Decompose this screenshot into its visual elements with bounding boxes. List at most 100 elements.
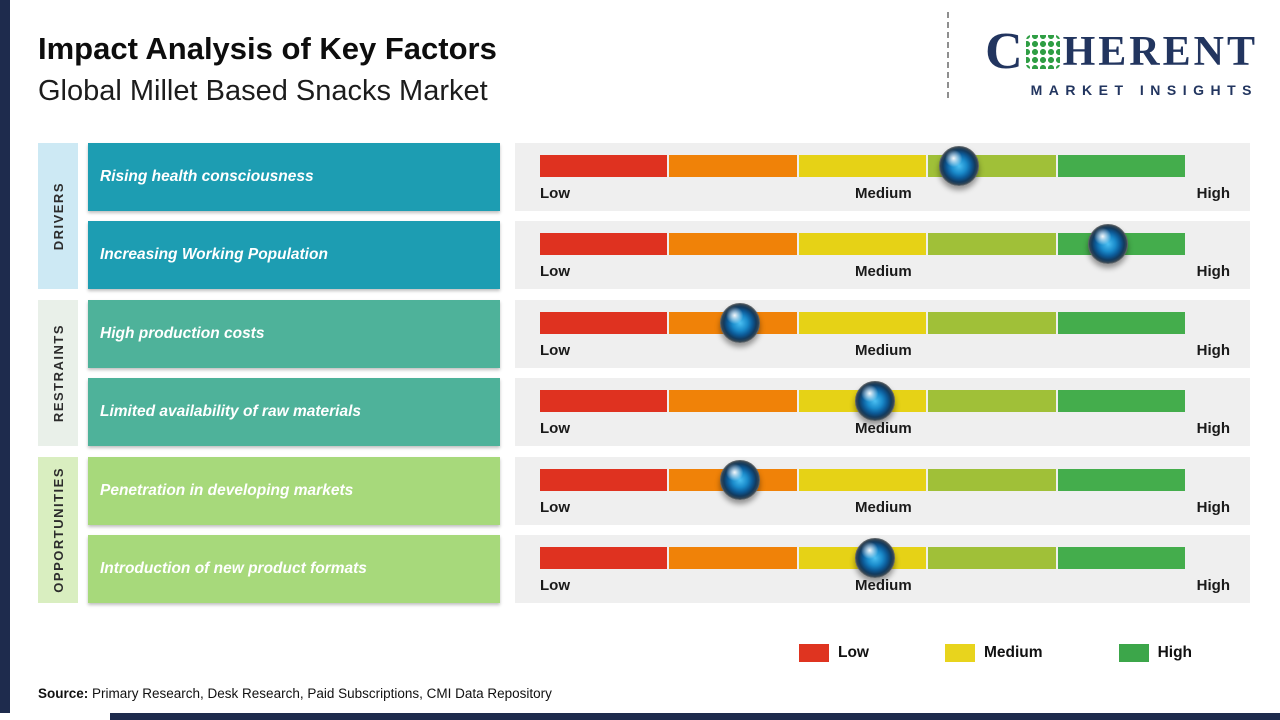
scale-segment-low-medium [669, 155, 797, 177]
impact-scale-bar [540, 460, 1186, 500]
legend-label-low: Low [838, 644, 869, 661]
factor-row: Limited availability of raw materials Lo… [88, 378, 1250, 446]
scale-segment-medium [798, 233, 927, 255]
factor-row: Increasing Working Population Low [88, 221, 1250, 289]
impact-scale-bar [540, 146, 1186, 186]
tick-medium: Medium [855, 263, 912, 280]
factor-box: Rising health consciousness [88, 143, 500, 211]
coherent-logo: C HERENT MARKET INSIGHTS [985, 26, 1258, 99]
scale-segment-low [540, 469, 668, 491]
logo-o-mosaic-icon [1025, 35, 1060, 69]
scale-tick-labels: Low Medium High [540, 342, 1230, 359]
scale-segment-low [540, 233, 668, 255]
category-label-drivers: DRIVERS [38, 143, 78, 289]
scale-segment-high [1057, 155, 1186, 177]
legend-swatch-low [799, 644, 829, 662]
impact-marker [719, 303, 760, 343]
legend-item-low: Low [799, 644, 869, 662]
tick-high: High [1196, 420, 1230, 437]
impact-scale-bar [540, 381, 1186, 421]
header: Impact Analysis of Key Factors Global Mi… [38, 31, 497, 108]
scale-segment-medium-high [928, 312, 1056, 334]
tick-medium: Medium [855, 185, 912, 202]
scale-segment-medium-high [928, 390, 1056, 412]
tick-low: Low [540, 577, 570, 594]
legend-item-medium: Medium [945, 644, 1043, 662]
scale-segment-low-medium [669, 390, 797, 412]
factor-box: Introduction of new product formats [88, 535, 500, 603]
scale-segment-high [1057, 312, 1186, 334]
legend: Low Medium High [799, 644, 1192, 662]
impact-marker [855, 381, 896, 421]
group-opportunities: OPPORTUNITIES Penetration in developing … [38, 457, 1250, 603]
scale-segment-low [540, 155, 668, 177]
scale-tick-labels: Low Medium High [540, 263, 1230, 280]
tick-medium: Medium [855, 499, 912, 516]
left-accent-strip [0, 0, 10, 713]
tick-high: High [1196, 577, 1230, 594]
scale-tick-labels: Low Medium High [540, 420, 1230, 437]
scale-tick-labels: Low Medium High [540, 577, 1230, 594]
logo-letters-herent: HERENT [1062, 29, 1258, 75]
factor-row: Rising health consciousness Low [88, 143, 1250, 211]
legend-swatch-medium [945, 644, 975, 662]
legend-label-high: High [1157, 644, 1192, 661]
impact-analysis-chart: DRIVERS Rising health consciousness [38, 143, 1250, 614]
group-drivers: DRIVERS Rising health consciousness [38, 143, 1250, 289]
impact-marker [1087, 224, 1128, 264]
tick-medium: Medium [855, 577, 912, 594]
source-text: Primary Research, Desk Research, Paid Su… [88, 686, 552, 701]
scale-segment-medium [798, 312, 927, 334]
logo-wordmark: C HERENT [985, 26, 1258, 78]
factor-row: Penetration in developing markets Low [88, 457, 1250, 525]
factor-box: Penetration in developing markets [88, 457, 500, 525]
scale-segment-medium-high [928, 469, 1056, 491]
impact-scale: Low Medium High [515, 378, 1250, 446]
bottom-accent-strip [110, 713, 1280, 720]
impact-scale: Low Medium High [515, 221, 1250, 289]
impact-marker [855, 538, 896, 578]
logo-divider-dashed-line [947, 12, 949, 98]
tick-medium: Medium [855, 342, 912, 359]
scale-segment-low-medium [669, 233, 797, 255]
scale-segment-low [540, 390, 668, 412]
legend-label-medium: Medium [984, 644, 1043, 661]
factor-box: Limited availability of raw materials [88, 378, 500, 446]
scale-segment-low-medium [669, 547, 797, 569]
tick-low: Low [540, 263, 570, 280]
factor-box: High production costs [88, 300, 500, 368]
tick-low: Low [540, 185, 570, 202]
scale-segment-high [1057, 390, 1186, 412]
impact-scale: Low Medium High [515, 300, 1250, 368]
scale-segment-low [540, 312, 668, 334]
impact-scale-bar [540, 303, 1186, 343]
tick-low: Low [540, 499, 570, 516]
scale-tick-labels: Low Medium High [540, 499, 1230, 516]
logo-letter-c: C [985, 23, 1023, 80]
category-text: RESTRAINTS [50, 323, 66, 423]
scale-segment-medium [798, 155, 927, 177]
scale-segment-high [1057, 547, 1186, 569]
scale-tick-labels: Low Medium High [540, 185, 1230, 202]
category-label-opportunities: OPPORTUNITIES [38, 457, 78, 603]
impact-marker [939, 146, 980, 186]
impact-scale-bar [540, 538, 1186, 578]
source-line: Source: Primary Research, Desk Research,… [38, 686, 552, 701]
source-prefix: Source: [38, 686, 89, 701]
scale-segment-medium [798, 469, 927, 491]
impact-scale: Low Medium High [515, 535, 1250, 603]
tick-high: High [1196, 342, 1230, 359]
tick-high: High [1196, 499, 1230, 516]
impact-scale: Low Medium High [515, 143, 1250, 211]
logo-tagline: MARKET INSIGHTS [1030, 82, 1258, 98]
factor-box: Increasing Working Population [88, 221, 500, 289]
tick-low: Low [540, 420, 570, 437]
scale-segment-medium-high [928, 547, 1056, 569]
tick-high: High [1196, 185, 1230, 202]
tick-medium: Medium [855, 420, 912, 437]
tick-high: High [1196, 263, 1230, 280]
group-restraints: RESTRAINTS High production costs [38, 300, 1250, 446]
factor-row: High production costs Low Medium [88, 300, 1250, 368]
impact-scale: Low Medium High [515, 457, 1250, 525]
